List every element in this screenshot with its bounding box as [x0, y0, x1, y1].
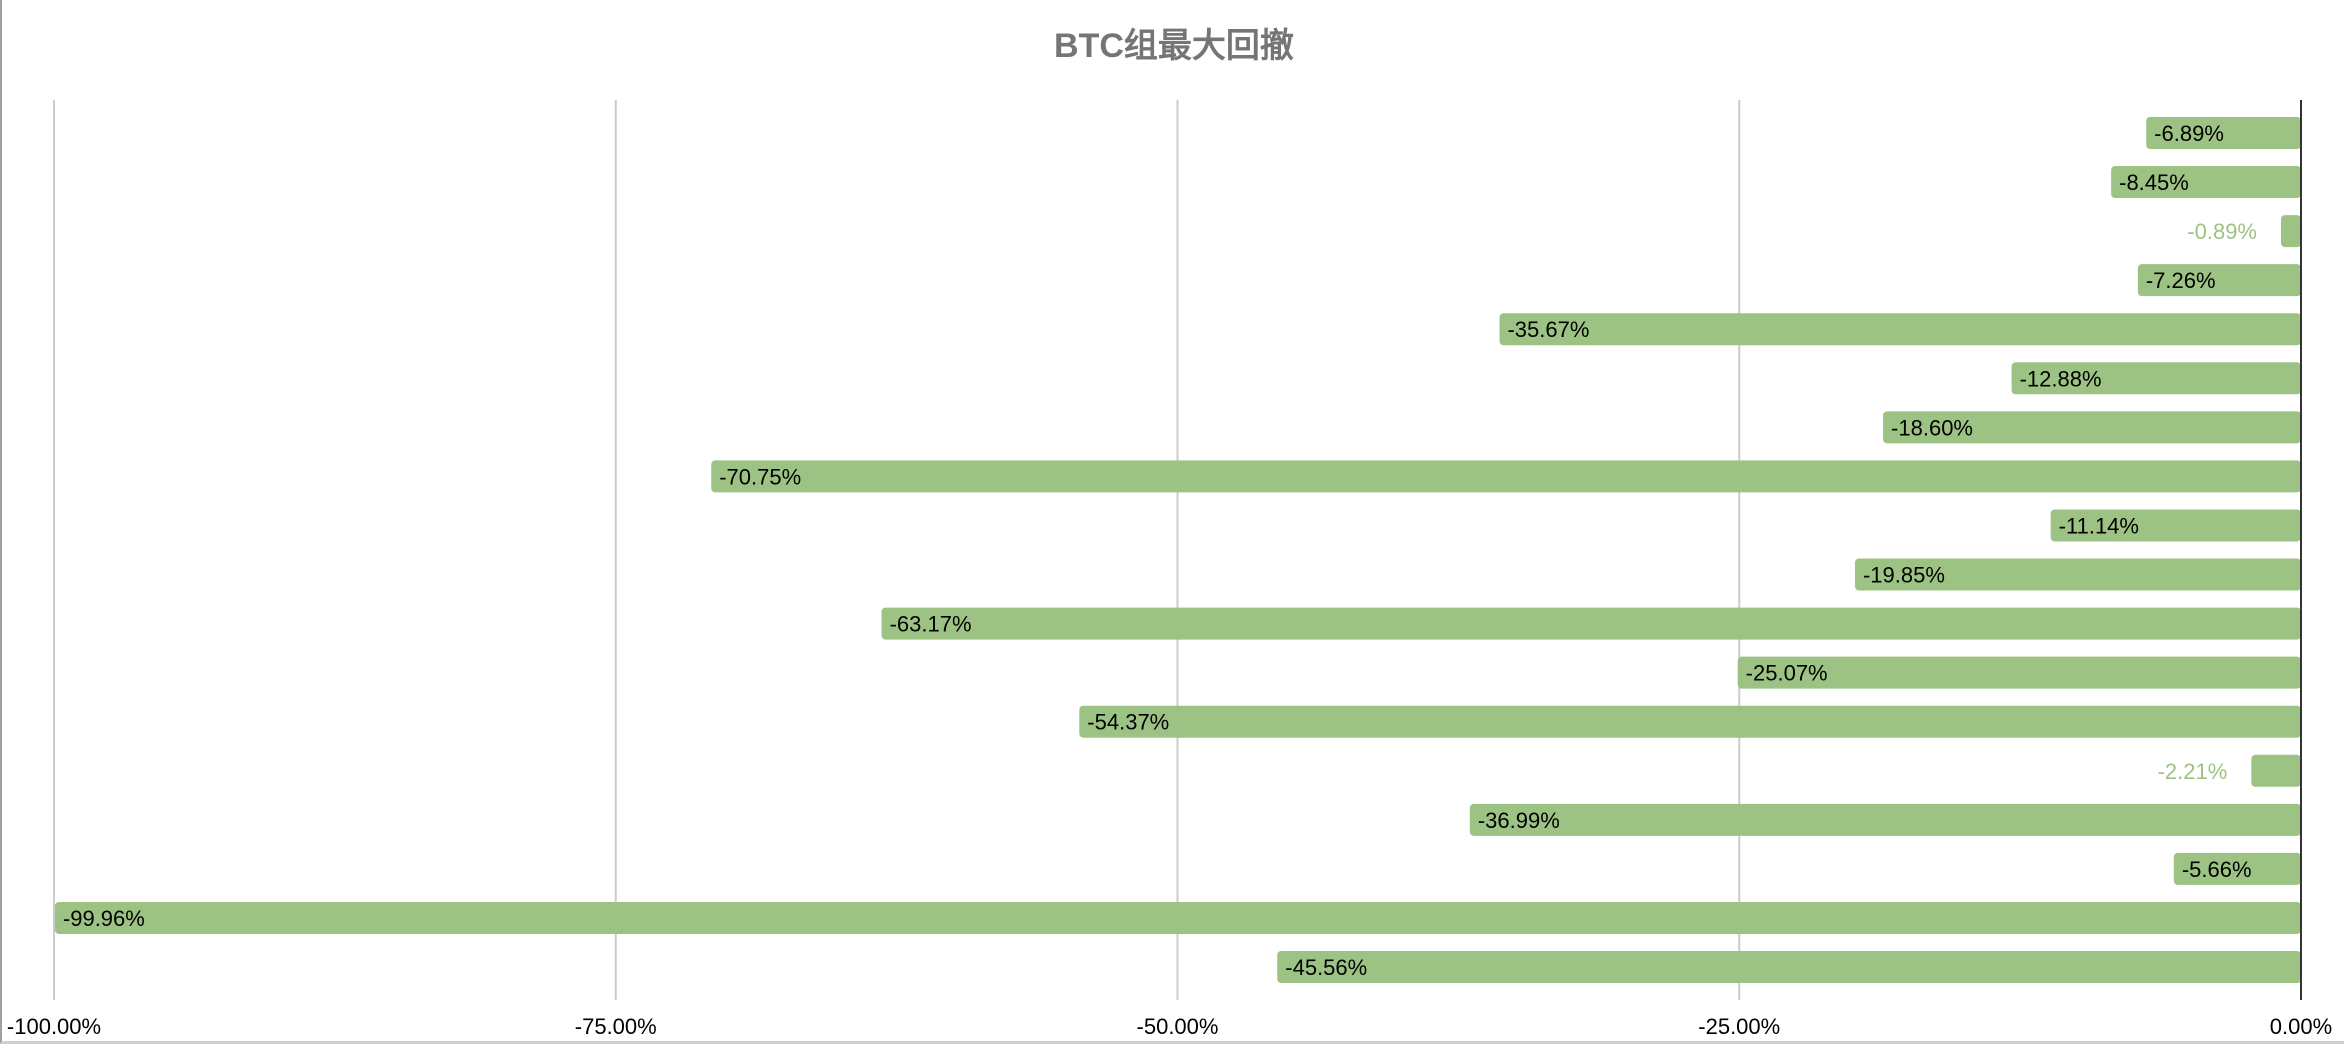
bar	[1499, 313, 2301, 346]
data-label: -6.89%	[2154, 121, 2224, 146]
data-label: -2.21%	[2158, 759, 2228, 784]
bar	[54, 901, 2302, 934]
data-label: -18.60%	[1891, 415, 1973, 440]
bar	[881, 607, 2302, 640]
bar	[711, 460, 2301, 493]
data-label: -45.56%	[1285, 955, 1367, 980]
data-label: -7.26%	[2146, 268, 2216, 293]
bar	[2173, 852, 2301, 885]
bar	[2137, 264, 2301, 297]
data-label: -0.89%	[2187, 219, 2257, 244]
bar	[2050, 509, 2301, 542]
data-label: -70.75%	[719, 464, 801, 489]
bar	[1883, 411, 2301, 444]
data-label: -63.17%	[890, 612, 972, 637]
x-tick-label: -75.00%	[575, 1014, 657, 1039]
bar	[1277, 951, 2301, 983]
bar	[2281, 215, 2301, 248]
x-tick-label: -25.00%	[1698, 1014, 1780, 1039]
bar	[1079, 705, 2301, 738]
data-label: -35.67%	[1507, 317, 1589, 342]
chart-title: BTC组最大回撤	[1054, 27, 1294, 65]
bar	[1737, 656, 2301, 689]
bar	[2111, 166, 2301, 199]
bar	[2251, 754, 2301, 787]
bar	[1469, 803, 2301, 836]
data-label: -54.37%	[1087, 710, 1169, 735]
x-tick-label: -100.00%	[7, 1014, 101, 1039]
data-label: -11.14%	[2059, 513, 2139, 538]
bar	[2146, 117, 2301, 149]
x-tick-label: 0.00%	[2270, 1014, 2332, 1039]
data-label: -99.96%	[63, 906, 145, 931]
x-tick-label: -50.00%	[1137, 1014, 1219, 1039]
bar	[2011, 362, 2301, 395]
data-label: -5.66%	[2182, 857, 2252, 882]
data-label: -19.85%	[1863, 563, 1945, 588]
data-label: -8.45%	[2119, 170, 2189, 195]
data-label: -36.99%	[1478, 808, 1560, 833]
bar	[1854, 558, 2301, 591]
data-label: -25.07%	[1746, 661, 1828, 686]
data-label: -12.88%	[2020, 366, 2102, 391]
